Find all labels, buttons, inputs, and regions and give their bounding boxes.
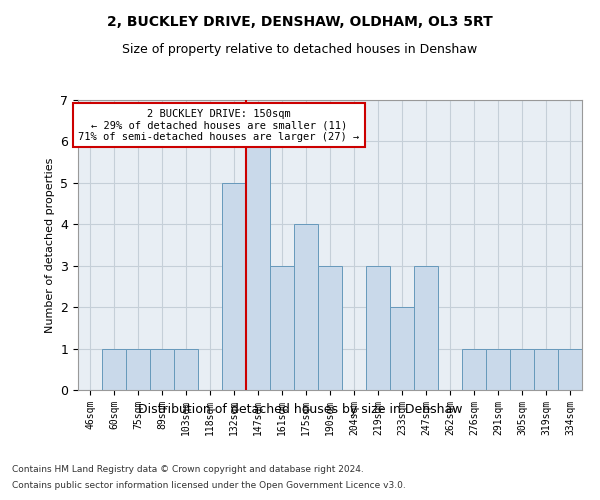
Bar [246,142,270,390]
Bar [534,348,558,390]
Bar [126,348,150,390]
Bar [486,348,510,390]
Text: Contains HM Land Registry data © Crown copyright and database right 2024.: Contains HM Land Registry data © Crown c… [12,466,364,474]
Bar [222,183,246,390]
Y-axis label: Number of detached properties: Number of detached properties [45,158,55,332]
Bar [102,348,126,390]
Bar [390,307,414,390]
Bar [294,224,318,390]
Bar [174,348,198,390]
Bar [150,348,174,390]
Text: Contains public sector information licensed under the Open Government Licence v3: Contains public sector information licen… [12,480,406,490]
Text: 2, BUCKLEY DRIVE, DENSHAW, OLDHAM, OL3 5RT: 2, BUCKLEY DRIVE, DENSHAW, OLDHAM, OL3 5… [107,15,493,29]
Bar [270,266,294,390]
Bar [366,266,390,390]
Bar [318,266,342,390]
Bar [510,348,534,390]
Text: 2 BUCKLEY DRIVE: 150sqm
← 29% of detached houses are smaller (11)
71% of semi-de: 2 BUCKLEY DRIVE: 150sqm ← 29% of detache… [79,108,360,142]
Text: Size of property relative to detached houses in Denshaw: Size of property relative to detached ho… [122,42,478,56]
Bar [462,348,486,390]
Text: Distribution of detached houses by size in Denshaw: Distribution of detached houses by size … [138,402,462,415]
Bar [558,348,582,390]
Bar [414,266,438,390]
